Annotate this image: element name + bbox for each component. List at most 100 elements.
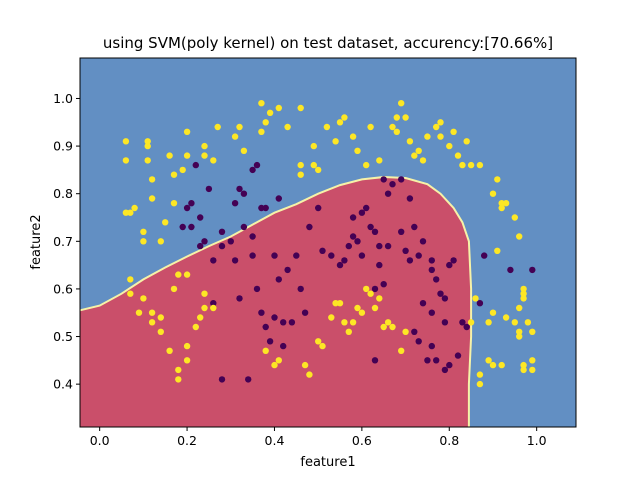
point-class-0 — [240, 223, 248, 231]
point-class-1 — [433, 123, 440, 131]
point-class-0 — [306, 223, 313, 231]
point-class-1 — [402, 328, 409, 335]
point-class-1 — [454, 152, 462, 159]
point-class-1 — [376, 295, 383, 302]
point-class-1 — [516, 328, 523, 335]
y-axis-label: feature2 — [29, 214, 44, 269]
point-class-0 — [197, 242, 204, 250]
point-class-1 — [122, 138, 130, 145]
point-class-0 — [271, 252, 278, 259]
point-class-1 — [127, 209, 134, 216]
point-class-0 — [266, 338, 274, 345]
point-class-1 — [498, 361, 505, 369]
point-class-0 — [192, 161, 199, 169]
point-class-0 — [476, 300, 484, 307]
point-class-0 — [481, 252, 488, 259]
point-class-1 — [271, 361, 278, 369]
decision-boundary — [79, 175, 473, 427]
point-class-1 — [380, 323, 387, 331]
point-class-1 — [349, 133, 357, 140]
point-class-1 — [516, 333, 523, 340]
point-class-1 — [127, 290, 134, 297]
point-class-1 — [262, 347, 269, 354]
point-class-1 — [467, 161, 475, 169]
point-class-0 — [297, 285, 304, 293]
point-class-1 — [489, 361, 497, 369]
point-class-1 — [175, 366, 182, 374]
point-class-0 — [210, 257, 217, 264]
point-class-1 — [472, 295, 479, 302]
point-class-1 — [157, 314, 164, 321]
point-class-0 — [406, 257, 414, 264]
point-class-0 — [363, 204, 370, 212]
point-class-1 — [398, 100, 405, 107]
point-class-1 — [398, 347, 405, 354]
point-class-1 — [494, 247, 501, 254]
point-class-1 — [485, 357, 492, 364]
point-class-1 — [166, 152, 173, 159]
point-class-1 — [489, 309, 497, 316]
point-class-0 — [459, 319, 466, 326]
point-class-0 — [210, 300, 217, 307]
point-class-1 — [459, 161, 466, 169]
point-class-1 — [511, 214, 518, 221]
point-class-0 — [367, 223, 374, 231]
point-class-0 — [249, 233, 256, 240]
point-class-0 — [446, 361, 453, 369]
point-class-0 — [236, 185, 243, 193]
point-class-1 — [297, 104, 304, 112]
point-class-1 — [341, 114, 348, 121]
point-class-1 — [284, 123, 291, 131]
point-class-1 — [376, 157, 383, 164]
point-class-1 — [467, 319, 475, 326]
point-class-0 — [428, 309, 435, 316]
point-class-0 — [441, 366, 449, 374]
point-class-1 — [127, 276, 134, 283]
point-class-1 — [332, 138, 339, 145]
point-class-1 — [144, 142, 151, 150]
point-class-1 — [315, 166, 322, 174]
point-class-0 — [336, 261, 344, 269]
point-class-1 — [231, 133, 239, 140]
point-class-1 — [336, 300, 344, 307]
point-class-0 — [258, 309, 265, 316]
point-class-1 — [306, 371, 313, 378]
point-class-1 — [122, 209, 130, 216]
point-class-0 — [376, 261, 383, 269]
plot-frame — [79, 57, 577, 428]
point-class-0 — [319, 247, 326, 254]
point-class-1 — [415, 147, 422, 154]
point-class-0 — [236, 295, 243, 302]
point-class-1 — [275, 357, 282, 364]
point-class-0 — [218, 228, 226, 235]
point-class-1 — [354, 304, 361, 312]
point-class-0 — [240, 190, 248, 197]
point-class-1 — [297, 171, 304, 178]
point-class-1 — [485, 319, 492, 326]
point-class-1 — [524, 319, 532, 326]
x-axis: 0.0 0.2 0.4 0.6 0.8 1.0 — [90, 427, 547, 448]
x-tick-label: 0.6 — [352, 433, 372, 448]
point-class-1 — [332, 300, 339, 307]
point-class-1 — [520, 295, 527, 302]
point-class-0 — [419, 238, 427, 245]
point-class-1 — [166, 347, 173, 354]
x-tick-label: 0.4 — [265, 433, 285, 448]
y-tick-label: 0.7 — [53, 234, 73, 249]
point-class-0 — [275, 195, 282, 202]
point-class-1 — [437, 133, 444, 140]
point-class-1 — [310, 161, 317, 169]
point-class-1 — [144, 157, 151, 164]
point-class-0 — [218, 242, 226, 250]
point-class-0 — [341, 257, 348, 264]
point-class-0 — [293, 252, 300, 259]
y-tick-label: 0.4 — [53, 377, 73, 392]
point-class-0 — [280, 342, 287, 350]
point-class-0 — [288, 319, 296, 326]
point-class-1 — [424, 133, 431, 140]
x-tick-label: 0.8 — [439, 433, 459, 448]
point-class-0 — [402, 247, 409, 254]
point-class-1 — [175, 376, 182, 383]
point-class-1 — [520, 290, 527, 297]
